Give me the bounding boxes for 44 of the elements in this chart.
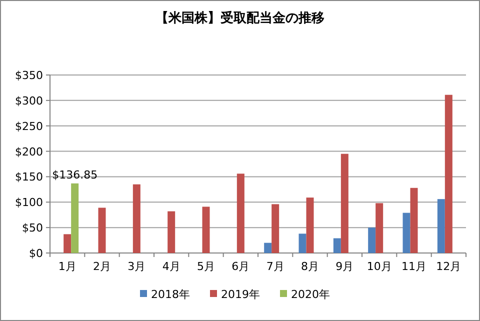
bar [98, 208, 106, 253]
y-tick-label: $0 [29, 247, 43, 260]
bar [402, 212, 410, 253]
x-tick-label: 8月 [301, 260, 319, 273]
x-tick-label: 6月 [232, 260, 250, 273]
y-tick-label: $350 [15, 69, 43, 82]
bar [410, 188, 418, 253]
y-tick-label: $300 [15, 94, 43, 108]
y-tick-label: $100 [15, 196, 43, 210]
bar [437, 199, 445, 253]
bar [272, 204, 280, 253]
x-tick-label: 3月 [128, 260, 146, 273]
bar [202, 206, 210, 253]
bar [64, 234, 72, 253]
bar [132, 184, 140, 253]
bar [333, 238, 341, 253]
bar [368, 228, 376, 253]
bar [298, 234, 306, 253]
chart-title: 【米国株】受取配当金の推移 [156, 10, 324, 26]
bar [340, 154, 348, 253]
x-tick-label: 4月 [162, 260, 180, 273]
x-tick-label: 9月 [336, 260, 354, 273]
x-tick-label: 1月 [58, 260, 76, 273]
bar [71, 183, 79, 253]
legend-label: 2020年 [291, 288, 330, 301]
bar [444, 94, 452, 253]
x-tick-label: 11月 [402, 260, 426, 273]
y-tick-label: $200 [15, 145, 43, 158]
bar [264, 242, 272, 253]
bar [306, 198, 314, 253]
legend-label: 2018年 [151, 288, 190, 301]
data-label: $136.85 [52, 168, 98, 182]
y-tick-label: $250 [15, 120, 43, 133]
bar [236, 174, 244, 253]
x-tick-label: 7月 [266, 260, 284, 273]
y-tick-label: $50 [22, 222, 43, 235]
y-tick-label: $150 [15, 170, 43, 184]
x-tick-label: 10月 [366, 260, 392, 273]
x-tick-label: 12月 [436, 260, 462, 273]
legend-label: 2019年 [221, 288, 260, 301]
bar [168, 211, 176, 253]
bar [376, 203, 384, 253]
x-tick-label: 2月 [93, 260, 111, 273]
x-tick-label: 5月 [197, 260, 215, 273]
